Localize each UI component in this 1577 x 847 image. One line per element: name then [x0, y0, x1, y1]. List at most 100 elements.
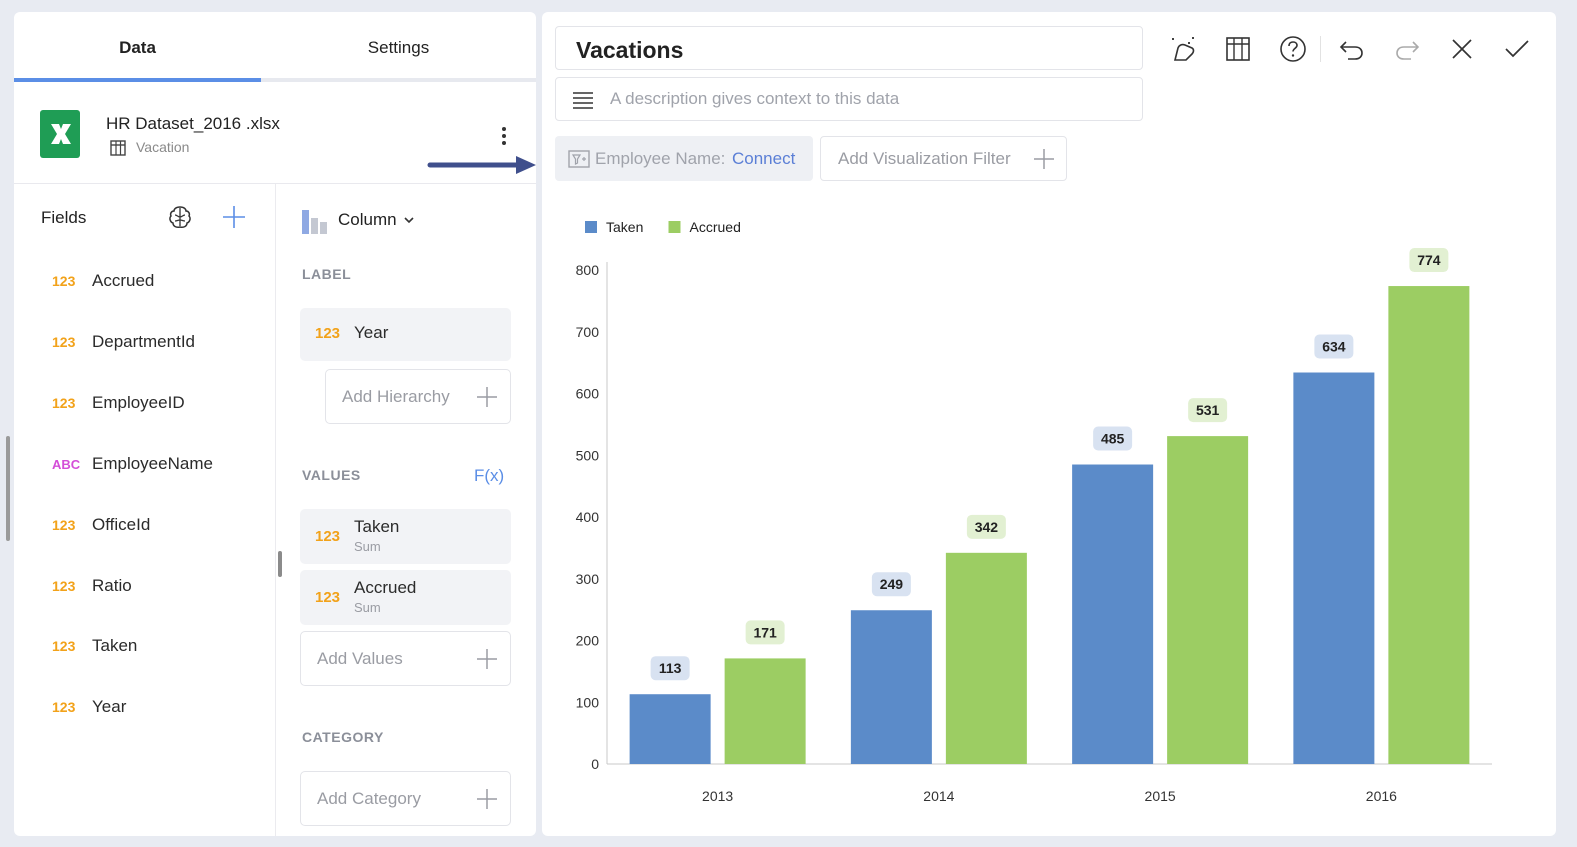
data-label-accrued: 531: [1196, 402, 1220, 418]
values-section-title: VALUES: [302, 467, 361, 483]
field-item-year[interactable]: 123 Year: [52, 692, 262, 722]
data-label-bg: [1314, 334, 1354, 359]
confirm-check-icon[interactable]: [1502, 34, 1532, 64]
x-tick-label: 2014: [923, 788, 954, 804]
tab-data[interactable]: Data: [119, 38, 156, 57]
redo-icon[interactable]: [1392, 34, 1422, 64]
filter-chip-label: Employee Name:: [595, 149, 726, 168]
fields-title: Fields: [41, 208, 87, 227]
add-values-label: Add Values: [317, 649, 403, 668]
chevron-down-icon: [404, 217, 414, 224]
number-type-badge: 123: [315, 325, 341, 342]
field-item-employeename[interactable]: ABC EmployeeName: [52, 449, 262, 479]
number-type-badge: 123: [52, 273, 76, 289]
legend-label-accrued: Accrued: [690, 219, 741, 235]
y-tick-label: 700: [576, 324, 600, 340]
y-tick-label: 200: [576, 633, 600, 649]
tab-settings[interactable]: Settings: [367, 38, 430, 57]
data-label-bg: [966, 514, 1006, 539]
value-pill-taken[interactable]: 123 Taken Sum: [300, 509, 511, 564]
y-tick-label: 500: [576, 447, 600, 463]
add-visualization-filter-button[interactable]: Add Visualization Filter: [820, 136, 1067, 181]
field-name: Year: [92, 697, 127, 716]
pointer-arrow-icon: [427, 156, 536, 174]
formula-button[interactable]: F(x): [474, 466, 505, 485]
magic-wand-icon[interactable]: [1168, 34, 1198, 64]
data-source: HR Dataset_2016 .xlsx Vacation: [14, 84, 536, 184]
label-field-name: Year: [354, 323, 389, 342]
toolbar-divider: [1320, 36, 1321, 62]
excel-file-icon: [40, 110, 80, 158]
x-tick-label: 2016: [1366, 788, 1397, 804]
label-field-pill[interactable]: 123 Year: [300, 308, 511, 361]
left-scrollbar[interactable]: [6, 436, 10, 541]
field-item-taken[interactable]: 123 Taken: [52, 631, 262, 661]
add-field-icon[interactable]: [221, 204, 247, 230]
plus-icon: [477, 387, 497, 407]
field-item-ratio[interactable]: 123 Ratio: [52, 571, 262, 601]
active-tab-indicator: [14, 78, 261, 82]
source-file-name: HR Dataset_2016 .xlsx: [106, 114, 280, 133]
data-label-taken: 634: [1322, 339, 1346, 355]
number-type-badge: 123: [315, 589, 341, 606]
description-input[interactable]: A description gives context to this data: [555, 77, 1143, 121]
source-sheet-name: Vacation: [136, 139, 190, 155]
brain-icon[interactable]: [167, 204, 193, 230]
field-item-departmentid[interactable]: 123 DepartmentId: [52, 327, 262, 357]
value-field-name: Taken: [354, 517, 400, 536]
bar-accrued-2013: [724, 658, 806, 764]
add-category-dropzone[interactable]: Add Category: [300, 771, 511, 826]
y-tick-label: 100: [576, 694, 600, 710]
number-type-badge: 123: [52, 517, 76, 533]
close-icon[interactable]: [1447, 34, 1477, 64]
employee-name-filter-chip[interactable]: Employee Name: Connect: [555, 136, 813, 181]
field-name: EmployeeName: [92, 454, 213, 473]
bar-taken-2016: [1293, 372, 1375, 764]
column-resize-handle[interactable]: [278, 551, 282, 577]
add-category-label: Add Category: [317, 789, 421, 808]
title-input[interactable]: Vacations: [555, 26, 1143, 70]
connect-link[interactable]: Connect: [732, 149, 796, 168]
data-editor-panel: Data Settings HR Dataset_2016 .xlsx Vaca…: [14, 12, 536, 836]
number-type-badge: 123: [52, 699, 76, 715]
y-tick-label: 300: [576, 571, 600, 587]
column-chart: Taken Accrued 0 100 200 300 400 500 600 700 800 201…: [576, 219, 1492, 804]
y-tick-label: 0: [591, 756, 599, 772]
value-field-name: Accrued: [354, 578, 417, 597]
filter-connect-icon: [568, 150, 590, 168]
data-label-taken: 113: [659, 660, 682, 676]
field-name: Taken: [92, 636, 138, 655]
field-item-accrued[interactable]: 123 Accrued: [52, 266, 262, 296]
fields-list: Fields 123 Accrued 123 DepartmentId 123 …: [14, 184, 276, 836]
bar-taken-2013: [629, 694, 711, 764]
add-hierarchy-label: Add Hierarchy: [342, 387, 450, 406]
number-type-badge: 123: [52, 638, 76, 654]
field-name: DepartmentId: [92, 332, 195, 351]
undo-icon[interactable]: [1337, 34, 1367, 64]
number-type-badge: 123: [52, 334, 76, 350]
value-aggregation: Sum: [354, 539, 381, 554]
add-values-dropzone[interactable]: Add Values: [300, 631, 511, 686]
visualization-config: Column LABEL 123 Year Add Hierarchy VALU…: [276, 184, 536, 836]
legend-swatch-accrued: [668, 221, 681, 233]
number-type-badge: 123: [52, 578, 76, 594]
visualization-type-select[interactable]: Column: [338, 210, 415, 230]
visualization-type-label: Column: [338, 210, 397, 229]
more-options-icon[interactable]: [496, 124, 512, 148]
data-label-bg: [650, 656, 690, 681]
plus-icon: [477, 649, 497, 669]
value-pill-accrued[interactable]: 123 Accrued Sum: [300, 570, 511, 625]
field-item-employeeid[interactable]: 123 EmployeeID: [52, 388, 262, 418]
table-view-icon[interactable]: [1223, 34, 1253, 64]
plus-icon: [1034, 149, 1054, 169]
text-type-badge: ABC: [52, 456, 81, 472]
field-item-officeid[interactable]: 123 OfficeId: [52, 510, 262, 540]
help-icon[interactable]: [1278, 34, 1308, 64]
number-type-badge: 123: [52, 395, 76, 411]
data-label-accrued: 342: [975, 519, 999, 535]
data-label-bg: [871, 572, 911, 597]
data-label-bg: [745, 620, 785, 645]
bar-taken-2014: [850, 610, 932, 764]
add-hierarchy-dropzone[interactable]: Add Hierarchy: [325, 369, 511, 424]
visualization-title: Vacations: [576, 37, 684, 63]
